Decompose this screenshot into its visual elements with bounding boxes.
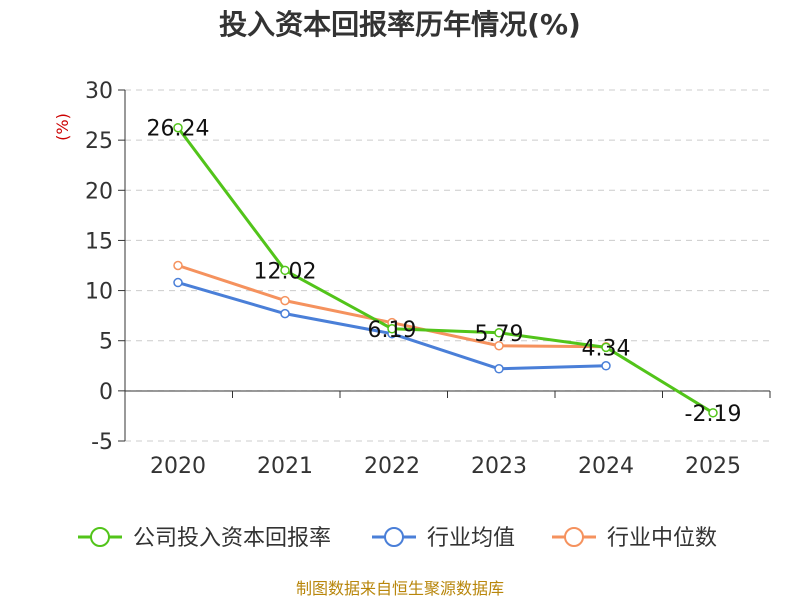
data-point xyxy=(494,328,504,338)
data-label: -2.19 xyxy=(685,402,742,427)
y-tick-label: 20 xyxy=(85,179,113,204)
data-point xyxy=(173,122,183,133)
x-tick-label: 2020 xyxy=(150,454,206,479)
data-point xyxy=(173,277,183,288)
x-tick-label: 2024 xyxy=(578,454,634,479)
y-axis-unit: (%) xyxy=(53,113,72,141)
legend[interactable]: 公司投入资本回报率 行业均值 行业中位数 xyxy=(78,526,717,551)
data-label: 12.02 xyxy=(254,259,317,284)
x-tick-label: 2022 xyxy=(364,454,420,479)
y-tick-label: -5 xyxy=(91,430,113,455)
chart-title: 投入资本回报率历年情况(%) xyxy=(219,8,581,41)
legend-label: 行业中位数 xyxy=(607,526,717,551)
legend-label: 公司投入资本回报率 xyxy=(133,526,331,551)
data-point xyxy=(387,324,397,334)
data-point xyxy=(494,364,504,374)
legend-swatch-marker xyxy=(90,527,110,547)
legend-item[interactable]: 行业均值 xyxy=(372,526,515,551)
y-tick-label: 10 xyxy=(85,280,113,305)
legend-item[interactable]: 公司投入资本回报率 xyxy=(78,526,331,551)
y-tick-label: 0 xyxy=(99,380,113,405)
data-point xyxy=(708,408,718,418)
source-note: 制图数据来自恒生聚源数据库 xyxy=(296,579,504,598)
series-0: 26.24 12.02 6.19 5.79 4.34 -2.19 xyxy=(147,117,742,427)
legend-item[interactable]: 行业中位数 xyxy=(552,526,717,551)
x-tick-label: 2025 xyxy=(685,454,741,479)
y-tick-label: 15 xyxy=(85,229,113,254)
data-point xyxy=(280,308,290,319)
series-line xyxy=(176,126,714,415)
legend-label: 行业均值 xyxy=(427,526,515,551)
data-point xyxy=(494,340,504,351)
series-1 xyxy=(173,277,611,374)
data-label: 4.34 xyxy=(582,336,631,361)
data-point xyxy=(173,260,183,271)
data-point xyxy=(601,342,611,353)
y-tick-label: 30 xyxy=(85,79,113,104)
legend-swatch-marker xyxy=(384,527,404,547)
data-point xyxy=(280,265,290,276)
legend-swatch-marker xyxy=(564,527,584,547)
data-label: 26.24 xyxy=(147,117,210,142)
x-tick-label: 2023 xyxy=(471,454,527,479)
data-label: 5.79 xyxy=(475,322,524,347)
y-tick-label: 25 xyxy=(85,129,113,154)
data-point xyxy=(280,295,290,306)
y-tick-label: 5 xyxy=(99,330,113,355)
data-label: 6.19 xyxy=(368,318,417,343)
data-point xyxy=(601,361,611,371)
x-tick-label: 2021 xyxy=(257,454,313,479)
series-layer: 26.24 12.02 6.19 5.79 4.34 -2.19 xyxy=(147,117,742,427)
